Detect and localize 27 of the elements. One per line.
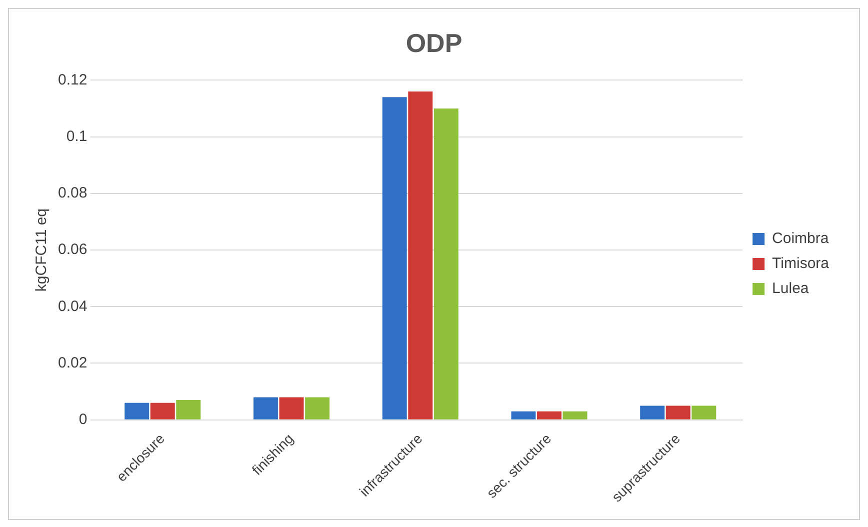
bar [150, 402, 175, 420]
y-tick-label: 0.1 [66, 128, 88, 145]
y-tick-label: 0 [78, 410, 88, 428]
bar [124, 402, 150, 420]
bar [279, 397, 304, 420]
bar [511, 411, 536, 420]
legend-label: Lulea [772, 280, 810, 298]
bar [305, 397, 330, 420]
y-tick-label: 0.02 [58, 354, 88, 372]
y-axis-title: kgCFC11 eq [33, 208, 50, 292]
legend-label: Coimbra [772, 230, 830, 248]
chart-title: ODP [406, 28, 462, 58]
bar [382, 97, 407, 420]
y-tick-label: 0.06 [58, 241, 88, 258]
bar [537, 411, 562, 420]
bar [640, 406, 665, 420]
bar [692, 406, 716, 420]
bar [408, 92, 433, 420]
bar [434, 108, 458, 420]
bar [562, 411, 588, 420]
y-tick-label: 0.12 [58, 71, 88, 88]
y-tick-label: 0.04 [58, 298, 88, 315]
bar [253, 397, 278, 420]
bar [176, 400, 201, 420]
y-tick-label: 0.08 [58, 184, 88, 202]
bar [666, 406, 690, 420]
legend-label: Timisora [772, 255, 830, 272]
